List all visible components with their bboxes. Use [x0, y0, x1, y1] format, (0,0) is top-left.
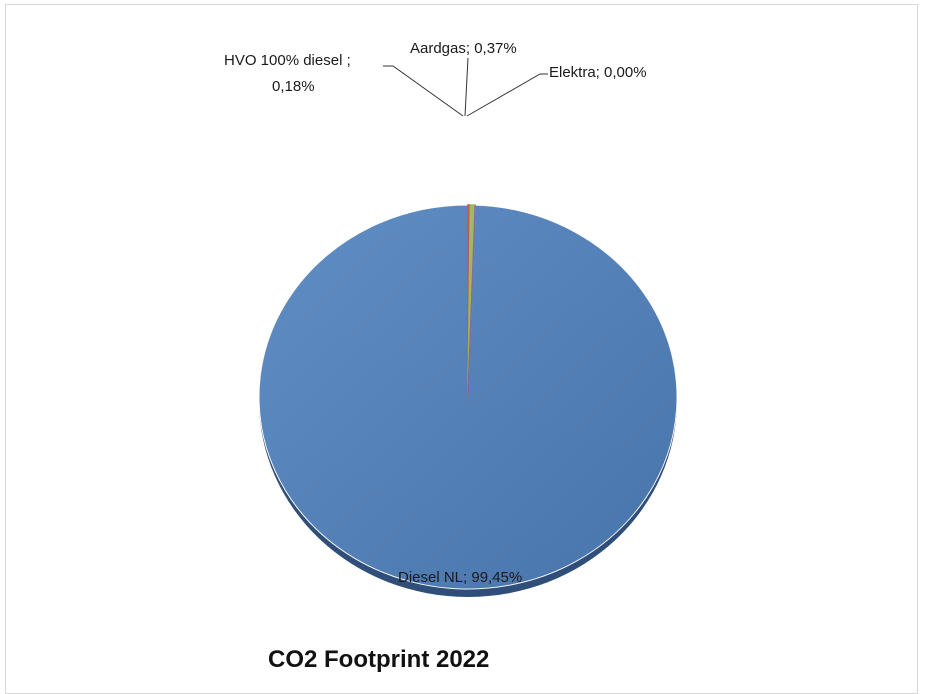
- leader-line-hvo: [383, 65, 464, 117]
- slice-label-elektra: Elektra; 0,00%: [549, 64, 647, 81]
- leader-line-aardgas: [464, 57, 469, 117]
- chart-title: CO2 Footprint 2022: [268, 646, 490, 673]
- slice-label-hvo-line1: HVO 100% diesel ;: [224, 52, 351, 69]
- slice-label-diesel: Diesel NL; 99,45%: [398, 569, 522, 586]
- slice-label-hvo-line2: 0,18%: [272, 78, 315, 95]
- leader-line-elektra: [466, 73, 548, 117]
- slice-label-aardgas: Aardgas; 0,37%: [410, 40, 517, 57]
